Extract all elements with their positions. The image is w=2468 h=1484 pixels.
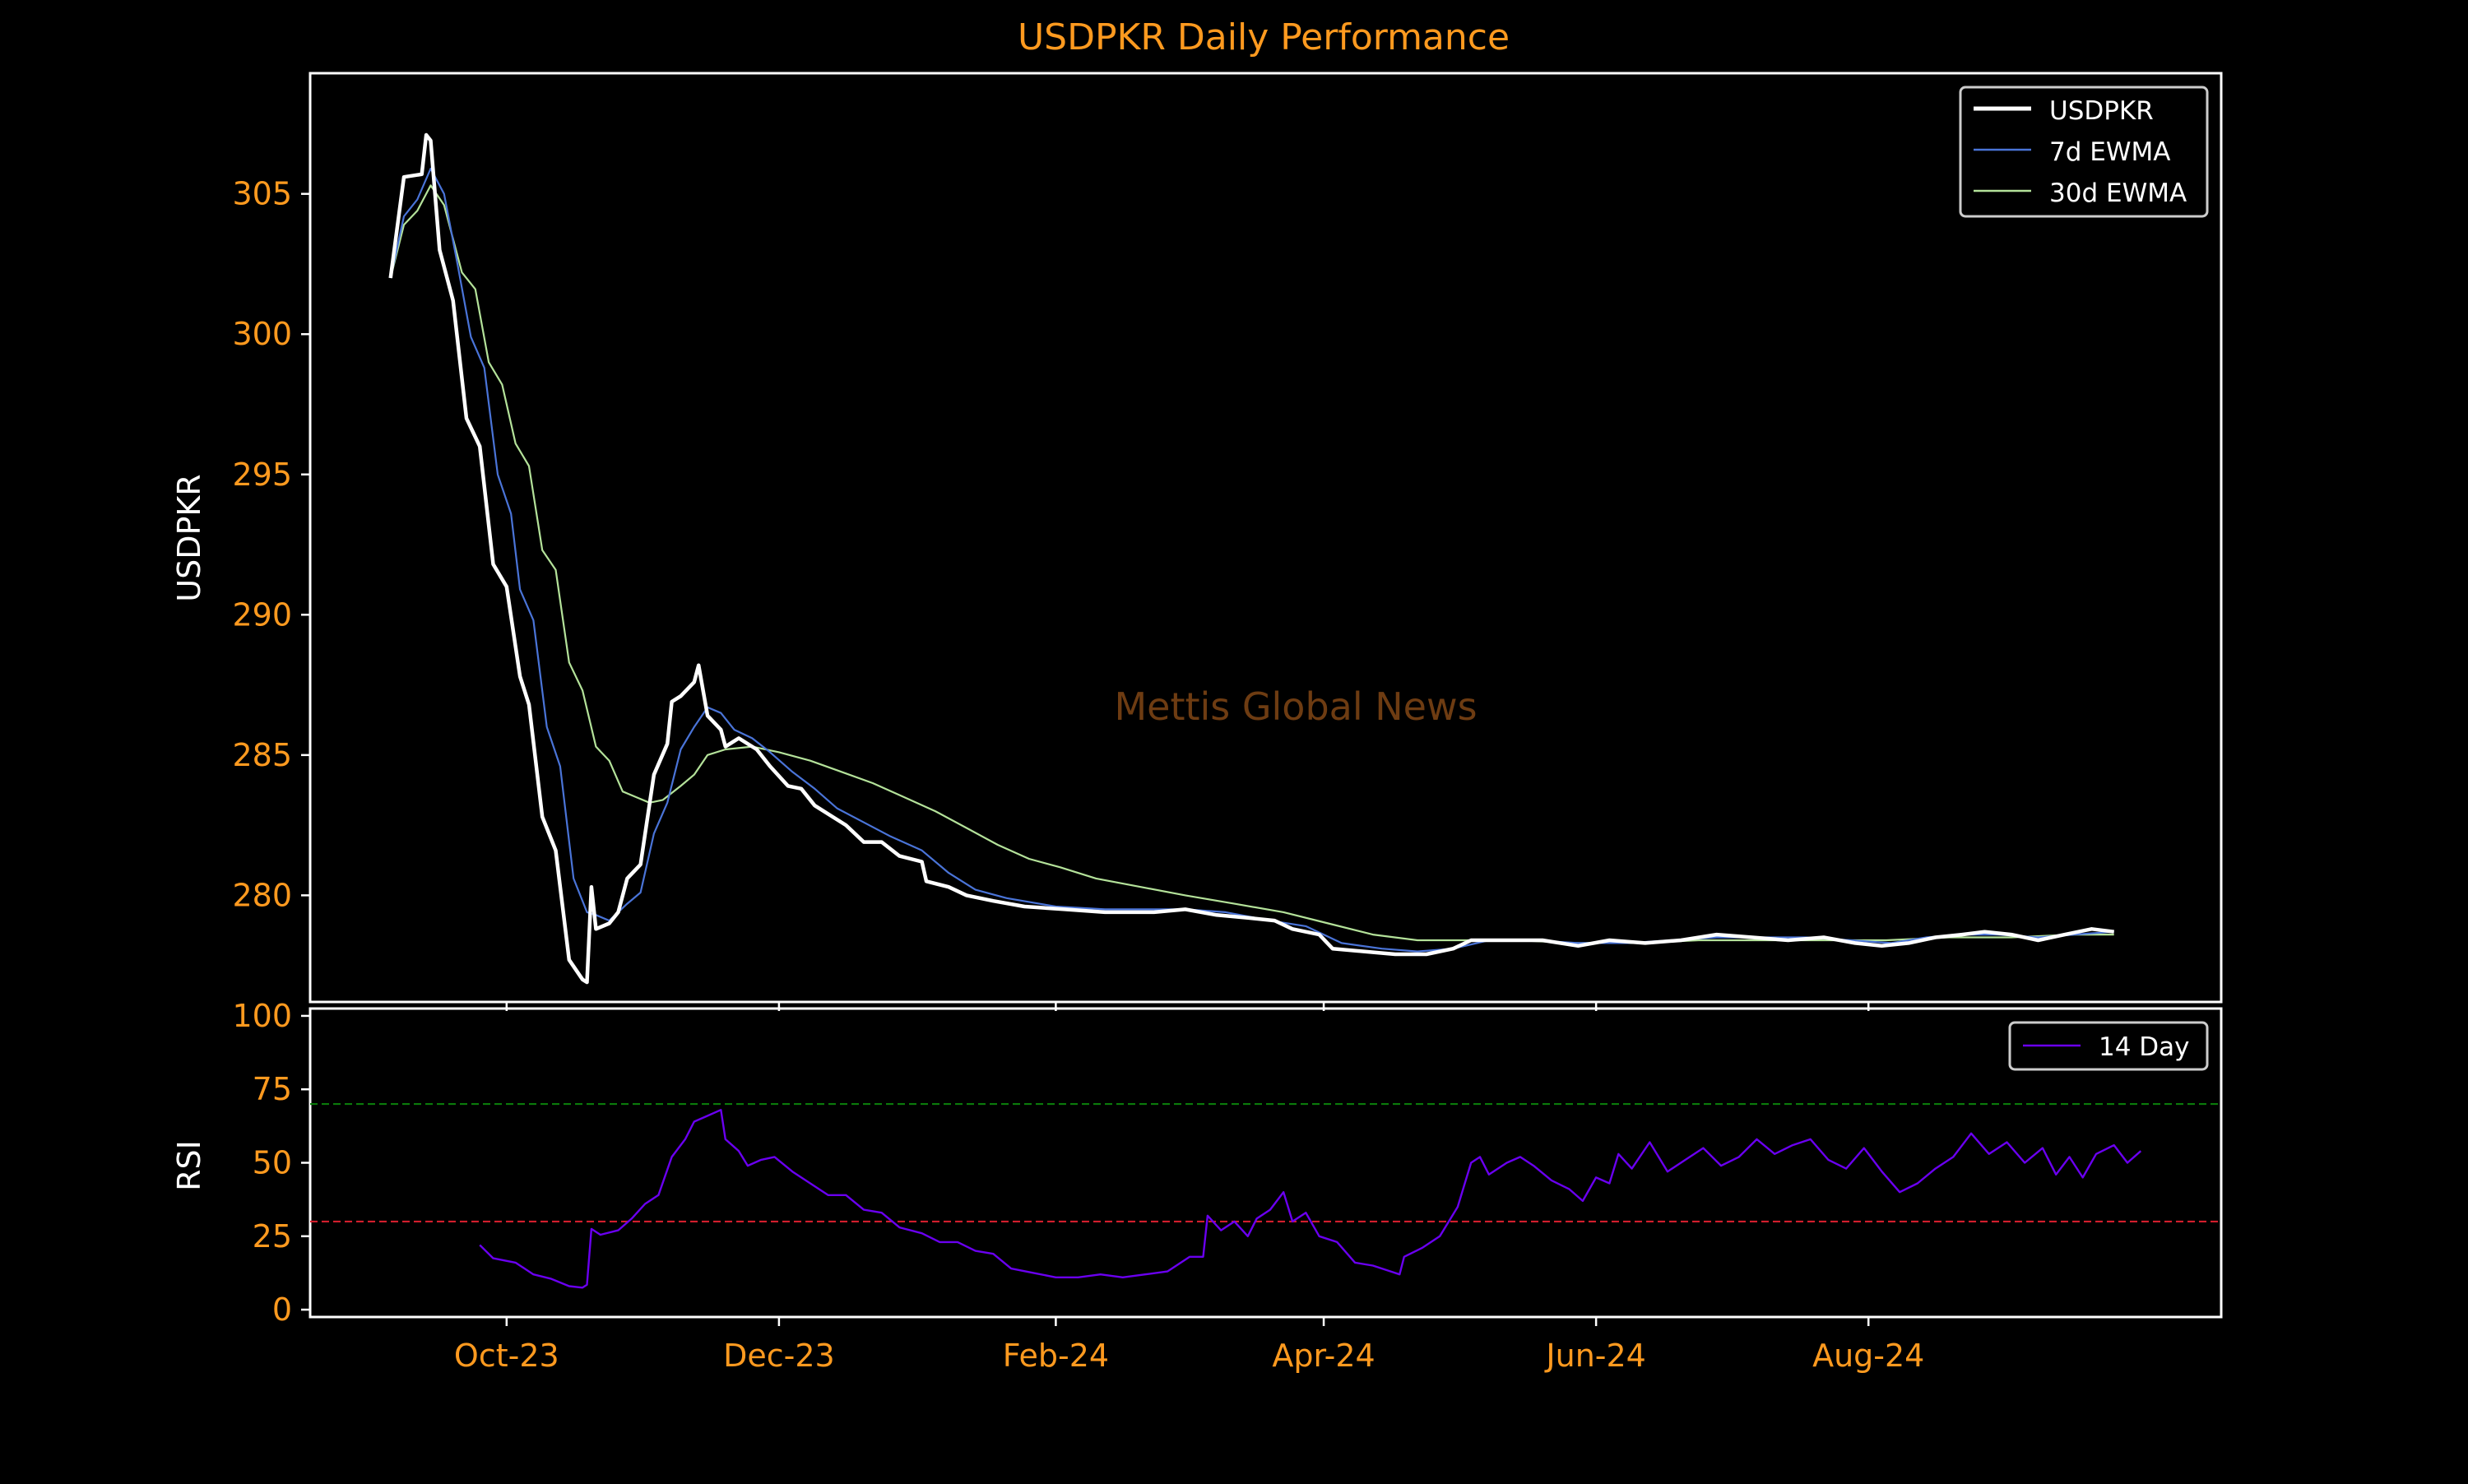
legend-label-ewma7: 7d EWMA xyxy=(2049,137,2170,167)
rsi-14-day-line xyxy=(479,1109,2142,1289)
rsi-y-ticks: 0 25 50 75 100 xyxy=(232,998,310,1328)
usdpkr-line xyxy=(388,132,2114,985)
rsi-y-tick-label: 50 xyxy=(253,1145,292,1181)
price-series-lines xyxy=(388,132,2114,985)
price-y-tick-label: 300 xyxy=(232,316,292,352)
legend-label-rsi: 14 Day xyxy=(2099,1032,2190,1062)
price-panel-frame xyxy=(308,72,2223,1004)
price-y-ticks: 280 285 290 295 300 305 xyxy=(232,176,310,913)
watermark-text: Mettis Global News xyxy=(1114,684,1477,729)
rsi-y-tick-label: 25 xyxy=(253,1218,292,1254)
rsi-panel: 0 25 50 75 100 Oct-23 Dec-23 Feb-24 Apr-24 Jun-2… xyxy=(171,998,2223,1374)
legend-label-usdpkr: USDPKR xyxy=(2049,96,2154,126)
price-y-tick-label: 295 xyxy=(232,457,292,493)
x-tick-label: Dec-23 xyxy=(723,1338,835,1374)
rsi-legend: 14 Day xyxy=(2008,1021,2209,1071)
rsi-series-lines xyxy=(479,1109,2142,1289)
chart-title: USDPKR Daily Performance xyxy=(1018,16,1510,58)
price-y-tick-label: 290 xyxy=(232,596,292,633)
rsi-x-ticks: Oct-23 Dec-23 Feb-24 Apr-24 Jun-24 Aug-24 xyxy=(454,1317,1924,1374)
price-x-tick-marks xyxy=(505,1002,1870,1011)
price-legend-box xyxy=(1959,86,2209,218)
rsi-reference-lines xyxy=(310,1102,2221,1223)
price-y-tick-label: 285 xyxy=(232,737,292,773)
x-tick-label: Apr-24 xyxy=(1272,1338,1375,1374)
price-y-tick-label: 280 xyxy=(232,877,292,913)
x-tick-label: Jun-24 xyxy=(1544,1338,1645,1374)
rsi-y-tick-label: 0 xyxy=(272,1292,292,1328)
price-panel: 280 285 290 295 300 305 USDPKR USDPKR 7d EWMA… xyxy=(171,72,2223,1004)
rsi-y-tick-label: 75 xyxy=(253,1071,292,1107)
price-legend: USDPKR 7d EWMA 30d EWMA xyxy=(1959,86,2209,218)
rsi-legend-box xyxy=(2008,1021,2209,1071)
x-tick-label: Oct-23 xyxy=(454,1338,559,1374)
x-tick-label: Aug-24 xyxy=(1812,1338,1924,1374)
price-y-tick-label: 305 xyxy=(232,176,292,212)
price-y-axis-label: USDPKR xyxy=(171,474,207,601)
rsi-y-axis-label: RSI xyxy=(171,1140,207,1191)
legend-label-ewma30: 30d EWMA xyxy=(2049,179,2187,208)
x-tick-label: Feb-24 xyxy=(1003,1338,1109,1374)
rsi-y-tick-label: 100 xyxy=(232,998,292,1034)
